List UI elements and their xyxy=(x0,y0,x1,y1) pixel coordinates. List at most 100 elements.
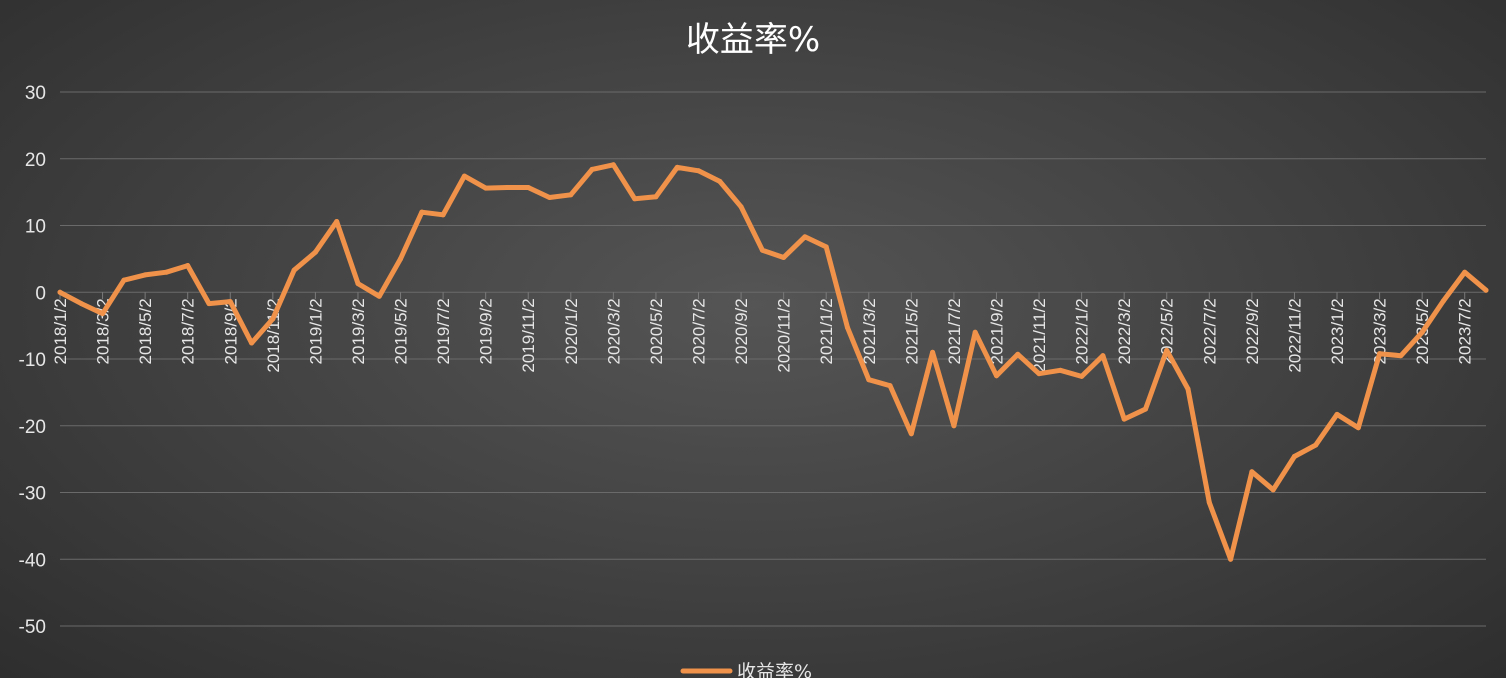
data-point xyxy=(589,166,595,172)
data-point xyxy=(1057,367,1063,373)
data-point xyxy=(632,196,638,202)
data-point xyxy=(1206,500,1212,506)
data-point xyxy=(1100,353,1106,359)
data-point xyxy=(1377,351,1383,357)
data-point xyxy=(1142,406,1148,412)
data-point xyxy=(163,269,169,275)
data-point xyxy=(696,168,702,174)
x-tick-label: 2020/7/2 xyxy=(690,298,709,364)
y-tick-label: -10 xyxy=(19,350,46,371)
x-tick-label: 2023/7/2 xyxy=(1456,298,1475,364)
data-point xyxy=(440,212,446,218)
data-point xyxy=(142,272,148,278)
x-tick-label: 2020/1/2 xyxy=(562,298,581,364)
x-tick-label: 2023/3/2 xyxy=(1371,298,1390,364)
x-tick-label: 2020/9/2 xyxy=(732,298,751,364)
y-tick-label: 0 xyxy=(35,283,46,304)
x-tick-label: 2020/11/2 xyxy=(775,298,794,372)
data-point xyxy=(717,178,723,184)
data-point xyxy=(1398,353,1404,359)
data-point xyxy=(1440,298,1446,304)
data-point xyxy=(1334,411,1340,417)
x-tick-label: 2021/7/2 xyxy=(945,298,964,364)
x-tick-label: 2022/7/2 xyxy=(1200,298,1219,364)
x-tick-label: 2022/3/2 xyxy=(1115,298,1134,364)
legend-label: 收益率% xyxy=(737,661,812,678)
y-tick-label: -40 xyxy=(19,550,46,571)
data-point xyxy=(504,184,510,190)
data-point xyxy=(1121,416,1127,422)
data-point xyxy=(1185,386,1191,392)
data-point xyxy=(993,373,999,379)
data-point xyxy=(738,204,744,210)
data-point xyxy=(376,293,382,299)
data-point xyxy=(1462,269,1468,275)
x-tick-label: 2021/1/2 xyxy=(817,298,836,364)
data-point xyxy=(206,301,212,307)
data-point xyxy=(972,329,978,335)
x-tick-label: 2018/5/2 xyxy=(136,298,155,364)
data-point xyxy=(334,218,340,224)
data-point xyxy=(1015,351,1021,357)
y-tick-label: 20 xyxy=(25,150,46,171)
data-point xyxy=(291,267,297,273)
data-point xyxy=(823,244,829,250)
x-tick-label: 2019/1/2 xyxy=(306,298,325,364)
data-point xyxy=(525,184,531,190)
y-axis-ticks: 30 20 10 0 -10 -20 -30 -40 -50 xyxy=(19,83,46,638)
data-point xyxy=(57,289,63,295)
data-point xyxy=(887,383,893,389)
data-point xyxy=(1164,347,1170,353)
data-point xyxy=(249,340,255,346)
data-point xyxy=(1270,487,1276,493)
x-tick-label: 2022/5/2 xyxy=(1158,298,1177,364)
x-tick-label: 2019/5/2 xyxy=(392,298,411,364)
data-point xyxy=(802,234,808,240)
x-tick-label: 2019/9/2 xyxy=(477,298,496,364)
data-point xyxy=(121,277,127,283)
x-tick-label: 2021/11/2 xyxy=(1030,298,1049,372)
legend: 收益率% xyxy=(680,661,812,678)
data-point xyxy=(1228,556,1234,562)
data-point xyxy=(1079,373,1085,379)
y-tick-label: 10 xyxy=(25,217,46,238)
x-axis-ticks: 2018/1/2 2018/3/2 2018/5/2 2018/7/2 2018/9/2… xyxy=(51,292,1475,373)
x-tick-label: 2021/9/2 xyxy=(987,298,1006,364)
x-tick-label: 2019/11/2 xyxy=(519,298,538,372)
data-point xyxy=(1419,329,1425,335)
data-point xyxy=(398,256,404,262)
x-tick-label: 2022/9/2 xyxy=(1243,298,1262,364)
y-tick-label: 30 xyxy=(25,83,46,104)
data-point xyxy=(1291,453,1297,459)
data-point xyxy=(312,249,318,255)
x-tick-label: 2018/1/2 xyxy=(51,298,70,364)
data-point xyxy=(419,209,425,215)
data-point xyxy=(1355,425,1361,431)
data-point xyxy=(1249,469,1255,475)
data-point xyxy=(844,325,850,331)
x-tick-label: 2023/1/2 xyxy=(1328,298,1347,364)
x-tick-label: 2019/7/2 xyxy=(434,298,453,364)
data-point xyxy=(227,299,233,305)
data-point xyxy=(653,194,659,200)
data-point xyxy=(781,255,787,261)
series-points xyxy=(57,162,1489,562)
x-tick-label: 2020/3/2 xyxy=(604,298,623,364)
y-tick-label: -30 xyxy=(19,484,46,505)
x-tick-label: 2018/7/2 xyxy=(179,298,198,364)
x-tick-label: 2021/3/2 xyxy=(860,298,879,364)
x-tick-label: 2019/3/2 xyxy=(349,298,368,364)
data-point xyxy=(100,311,106,317)
data-point xyxy=(610,162,616,168)
data-point xyxy=(674,164,680,170)
data-point xyxy=(759,247,765,253)
data-point xyxy=(568,192,574,198)
data-point xyxy=(461,173,467,179)
data-point xyxy=(866,377,872,383)
data-point xyxy=(355,281,361,287)
data-point xyxy=(1483,287,1489,293)
grid-lines xyxy=(60,91,1486,627)
x-tick-label: 2022/11/2 xyxy=(1285,298,1304,372)
data-point xyxy=(930,349,936,355)
